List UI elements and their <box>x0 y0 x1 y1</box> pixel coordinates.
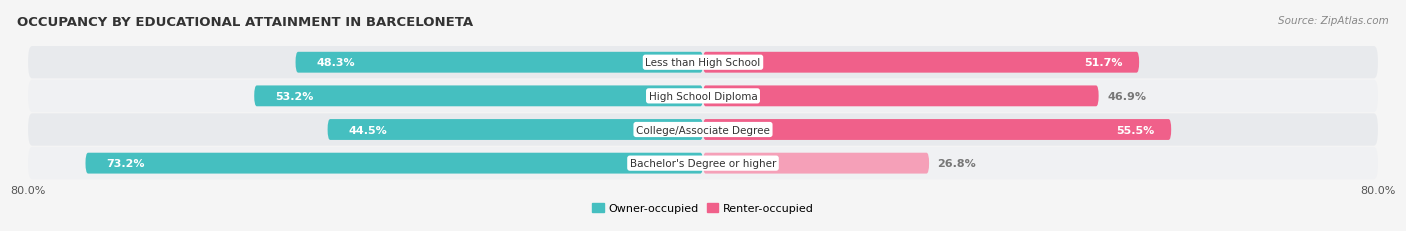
Text: 46.9%: 46.9% <box>1107 91 1146 101</box>
FancyBboxPatch shape <box>703 86 1098 107</box>
Text: 51.7%: 51.7% <box>1084 58 1122 68</box>
FancyBboxPatch shape <box>703 120 1171 140</box>
FancyBboxPatch shape <box>28 114 1378 146</box>
FancyBboxPatch shape <box>86 153 703 174</box>
FancyBboxPatch shape <box>28 80 1378 112</box>
FancyBboxPatch shape <box>328 120 703 140</box>
Text: Less than High School: Less than High School <box>645 58 761 68</box>
Text: 48.3%: 48.3% <box>316 58 356 68</box>
FancyBboxPatch shape <box>28 47 1378 79</box>
Text: 55.5%: 55.5% <box>1116 125 1154 135</box>
Text: OCCUPANCY BY EDUCATIONAL ATTAINMENT IN BARCELONETA: OCCUPANCY BY EDUCATIONAL ATTAINMENT IN B… <box>17 16 472 29</box>
FancyBboxPatch shape <box>28 147 1378 179</box>
Text: High School Diploma: High School Diploma <box>648 91 758 101</box>
Legend: Owner-occupied, Renter-occupied: Owner-occupied, Renter-occupied <box>588 198 818 218</box>
Text: 44.5%: 44.5% <box>349 125 388 135</box>
FancyBboxPatch shape <box>295 53 703 73</box>
Text: 53.2%: 53.2% <box>276 91 314 101</box>
FancyBboxPatch shape <box>703 53 1139 73</box>
FancyBboxPatch shape <box>703 153 929 174</box>
FancyBboxPatch shape <box>254 86 703 107</box>
Text: College/Associate Degree: College/Associate Degree <box>636 125 770 135</box>
Text: Bachelor's Degree or higher: Bachelor's Degree or higher <box>630 158 776 168</box>
Text: 73.2%: 73.2% <box>107 158 145 168</box>
Text: 26.8%: 26.8% <box>938 158 976 168</box>
Text: Source: ZipAtlas.com: Source: ZipAtlas.com <box>1278 16 1389 26</box>
